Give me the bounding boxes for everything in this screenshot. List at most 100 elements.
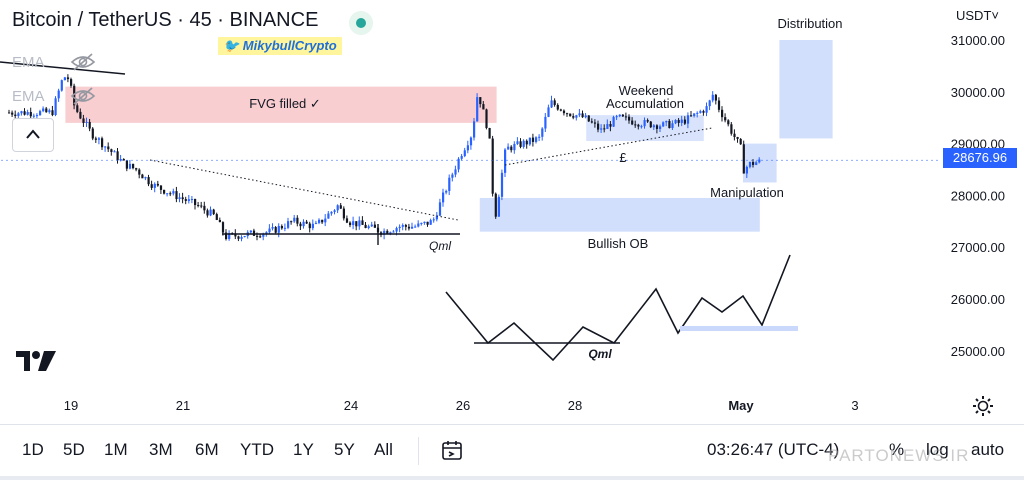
accumulation-label: Accumulation xyxy=(606,96,684,111)
currency-selector[interactable]: USDT˅ xyxy=(956,8,999,23)
settings-icon[interactable] xyxy=(972,395,994,417)
candle-body xyxy=(293,217,296,222)
candle-body xyxy=(448,177,451,191)
indicator-ema-1[interactable]: EMA xyxy=(12,54,45,71)
candle-body xyxy=(593,122,597,124)
candle-body xyxy=(128,163,132,169)
market-status-icon[interactable] xyxy=(349,11,373,35)
timeframe-1y[interactable]: 1Y xyxy=(293,440,314,459)
candle-body xyxy=(463,150,466,157)
candle-body xyxy=(212,209,215,215)
candle-body xyxy=(364,224,367,228)
candle-body xyxy=(35,115,39,117)
candle-body xyxy=(169,193,172,195)
candle-body xyxy=(265,232,268,234)
candle-body xyxy=(724,117,727,121)
distribution-label: Distribution xyxy=(777,16,842,31)
candle-body xyxy=(20,111,23,114)
candle-body xyxy=(708,100,711,107)
x-tick-label: 26 xyxy=(456,398,470,413)
calendar-range-icon[interactable] xyxy=(440,439,464,463)
candle-body xyxy=(280,226,283,229)
candle-body xyxy=(488,127,491,139)
candle-body xyxy=(612,116,615,127)
candle-body xyxy=(342,208,345,219)
y-tick-label: 26000.00 xyxy=(951,292,1005,307)
trend-line xyxy=(0,61,126,75)
candle-body xyxy=(194,199,197,206)
candle-body xyxy=(172,191,175,194)
price-chart[interactable]: 25000.00 26000.00 27000.00 28000.00 29000.00… xyxy=(0,0,1024,424)
candle-body xyxy=(159,185,163,190)
timeframe-1d[interactable]: 1D xyxy=(22,440,44,459)
chevron-up-icon xyxy=(26,129,40,139)
candle-body xyxy=(544,116,547,129)
timeframe-5d[interactable]: 5D xyxy=(63,440,85,459)
candle-body xyxy=(218,219,221,223)
clock-timezone[interactable]: 03:26:47 (UTC-4) xyxy=(707,440,840,459)
candle-body xyxy=(45,108,48,113)
candle-body xyxy=(578,113,581,116)
candle-body xyxy=(531,137,535,142)
log-toggle[interactable]: log xyxy=(926,440,949,459)
candle-body xyxy=(686,115,690,124)
candle-body xyxy=(742,144,745,174)
timeframe-ytd[interactable]: YTD xyxy=(240,440,274,459)
candle-body xyxy=(497,196,500,217)
candle-body xyxy=(85,121,88,123)
timeframe-3m[interactable]: 3M xyxy=(149,440,173,459)
x-tick-label: May xyxy=(728,398,754,413)
eye-off-icon[interactable] xyxy=(70,86,96,106)
candle-body xyxy=(739,138,742,145)
candle-body xyxy=(535,137,538,142)
candle-body xyxy=(615,116,618,118)
candle-body xyxy=(147,177,150,185)
candle-body xyxy=(144,177,147,179)
candle-body xyxy=(690,115,693,117)
candle-body xyxy=(426,221,429,225)
candle-body xyxy=(733,133,736,138)
timeframe-all[interactable]: All xyxy=(374,440,393,459)
candle-body xyxy=(442,192,445,203)
candle-body xyxy=(135,168,138,170)
candle-body xyxy=(274,227,277,233)
candle-body xyxy=(702,111,705,113)
candle-body xyxy=(705,106,708,113)
candle-body xyxy=(758,159,761,163)
candle-body xyxy=(370,224,373,227)
candle-body xyxy=(339,205,342,209)
candle-body xyxy=(696,112,699,114)
candle-body xyxy=(299,223,302,227)
candle-body xyxy=(82,118,85,123)
percent-toggle[interactable]: % xyxy=(889,440,905,459)
timeframe-1m[interactable]: 1M xyxy=(104,440,128,459)
candle-body xyxy=(451,174,454,178)
candle-body xyxy=(609,124,612,127)
candle-body xyxy=(457,158,460,170)
candle-body xyxy=(482,104,485,110)
candle-body xyxy=(618,114,621,117)
candle-body xyxy=(581,113,584,118)
candle-body xyxy=(668,120,671,128)
candle-body xyxy=(138,169,141,175)
candle-body xyxy=(197,205,200,207)
symbol-title[interactable]: Bitcoin / TetherUS · 45 · BINANCE xyxy=(12,9,319,31)
candle-body xyxy=(634,124,637,126)
timeframe-6m[interactable]: 6M xyxy=(195,440,219,459)
timeframe-5y[interactable]: 5Y xyxy=(334,440,355,459)
candle-body xyxy=(538,136,541,138)
candle-body xyxy=(423,221,426,223)
distribution-zone xyxy=(779,40,833,139)
candle-body xyxy=(256,235,259,237)
candle-body xyxy=(603,128,606,130)
candle-body xyxy=(79,111,82,119)
candle-body xyxy=(206,210,209,216)
tradingview-logo[interactable] xyxy=(16,347,58,373)
candle-body xyxy=(57,90,60,99)
candle-body xyxy=(652,125,655,128)
eye-off-icon[interactable] xyxy=(70,52,96,72)
indicator-ema-2[interactable]: EMA xyxy=(12,88,45,105)
auto-toggle[interactable]: auto xyxy=(971,440,1005,459)
collapse-legend-button[interactable] xyxy=(12,118,54,152)
candle-body xyxy=(355,221,358,227)
